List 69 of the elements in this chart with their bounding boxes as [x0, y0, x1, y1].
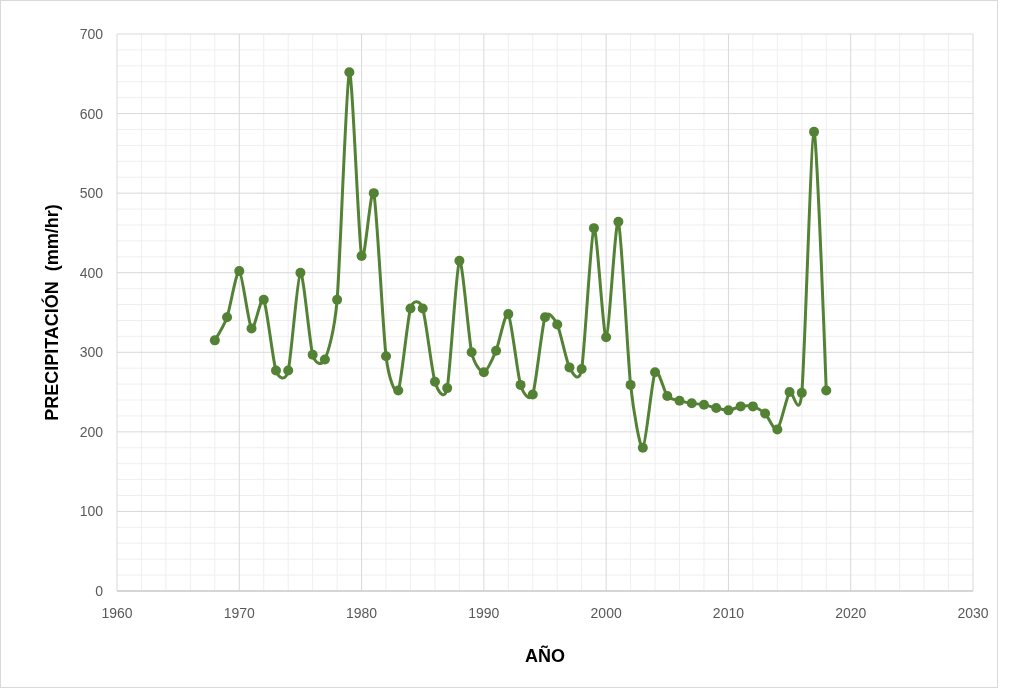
x-tick-label: 2030 — [957, 605, 989, 621]
point — [747, 401, 758, 412]
point — [270, 365, 281, 376]
point — [650, 367, 661, 378]
point — [234, 266, 245, 277]
point — [417, 303, 428, 314]
point — [283, 365, 294, 376]
point — [393, 385, 404, 396]
point — [295, 267, 306, 278]
x-tick-label: 2020 — [835, 605, 867, 621]
point — [258, 294, 269, 305]
point — [527, 389, 538, 400]
point — [381, 351, 392, 362]
y-axis-title: PRECIPITACIÓN (mm/hr) — [41, 204, 62, 421]
point — [796, 387, 807, 398]
y-tick-label: 700 — [79, 26, 104, 42]
point — [552, 319, 563, 330]
point — [319, 354, 330, 365]
point — [601, 332, 612, 343]
point — [662, 391, 673, 402]
point — [209, 335, 220, 346]
y-tick-label: 200 — [79, 423, 104, 440]
point — [809, 126, 820, 137]
point — [613, 216, 624, 227]
point — [674, 395, 685, 406]
point — [246, 323, 257, 334]
y-tick-label: 300 — [79, 344, 104, 361]
point — [576, 364, 587, 374]
point — [222, 312, 233, 323]
point — [368, 188, 379, 199]
point — [588, 223, 599, 234]
point — [515, 379, 526, 390]
point — [356, 251, 367, 261]
point — [760, 408, 771, 419]
y-tick-label: 400 — [79, 264, 104, 281]
point — [454, 255, 465, 266]
point — [466, 347, 477, 358]
point — [540, 312, 550, 323]
y-tick-label: 600 — [79, 105, 104, 122]
point — [821, 385, 832, 396]
point — [405, 303, 416, 314]
point — [344, 67, 355, 78]
point — [772, 424, 783, 435]
y-tick-label: 100 — [79, 503, 104, 520]
point — [723, 405, 734, 416]
x-tick-label: 1980 — [345, 605, 378, 621]
x-tick-label: 1990 — [468, 605, 500, 621]
point — [625, 379, 636, 390]
point — [711, 402, 722, 413]
x-tick-label: 1970 — [223, 605, 256, 621]
point — [686, 398, 697, 409]
point — [478, 367, 489, 378]
point — [442, 383, 453, 394]
point — [784, 387, 795, 398]
point — [735, 401, 746, 412]
y-tick-label: 0 — [95, 583, 104, 599]
point — [503, 309, 514, 320]
x-axis-title: AÑO — [525, 645, 565, 666]
point — [698, 399, 709, 410]
x-tick-label: 1960 — [101, 605, 133, 621]
point — [307, 349, 318, 360]
point — [637, 442, 648, 453]
point — [491, 345, 502, 356]
point — [332, 294, 343, 305]
point — [564, 362, 575, 373]
x-tick-label: 2010 — [712, 605, 745, 621]
y-tick-label: 500 — [79, 185, 104, 202]
point — [429, 376, 440, 387]
x-tick-label: 2000 — [590, 605, 622, 621]
